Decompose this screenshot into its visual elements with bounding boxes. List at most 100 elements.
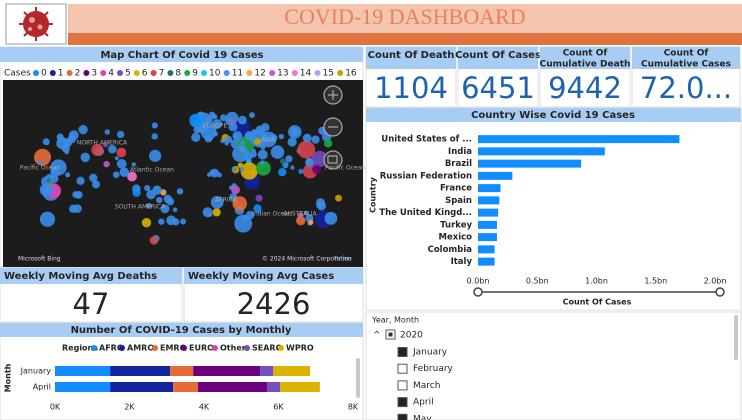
range-slider[interactable]	[473, 287, 725, 297]
y-tick-label: Italy	[451, 257, 473, 267]
title-bar	[68, 4, 742, 33]
map-bubble	[298, 168, 304, 175]
map-bubble	[39, 183, 53, 197]
map-bubble	[232, 134, 237, 139]
legend-swatch	[244, 345, 250, 351]
legend-label: 11	[232, 69, 243, 79]
map-bubble	[119, 167, 130, 177]
legend-swatch	[83, 70, 90, 76]
map-bubble	[210, 195, 224, 209]
map-bubble	[255, 125, 265, 135]
legend-swatch	[66, 70, 73, 76]
map-bubble	[212, 123, 219, 130]
bar	[478, 147, 605, 156]
map-legend-title: Cases	[4, 69, 31, 79]
item-checkbox[interactable]	[397, 413, 408, 420]
year-partial	[388, 332, 393, 337]
country-header	[366, 108, 741, 122]
weekly-cards: Weekly Moving Avg Deaths 47 Weekly Moving …	[0, 267, 364, 323]
card-label-line: Count Of	[664, 48, 709, 58]
legend-swatch	[223, 70, 230, 76]
y-tick-label: Russian Federation	[380, 171, 472, 181]
map-terms[interactable]: Terms	[333, 256, 352, 263]
card-label-line: Cumulative Death	[540, 59, 631, 69]
x-tick-label: 1.0bn	[585, 277, 608, 286]
item-checkbox[interactable]	[397, 380, 408, 391]
legend-label: 4	[108, 69, 114, 79]
map-bubble	[73, 204, 82, 213]
bar	[478, 171, 513, 180]
map-bubble	[108, 144, 117, 154]
bar	[478, 245, 495, 254]
legend-swatch	[49, 70, 56, 76]
y-tick-label: January	[20, 367, 52, 376]
bar-segment	[266, 382, 280, 392]
map-bubble	[238, 115, 247, 125]
scrollbar[interactable]	[356, 358, 360, 398]
map-bubble	[103, 142, 109, 148]
item-checkbox[interactable]	[397, 347, 408, 357]
map-bubble	[305, 158, 314, 167]
item-checkbox[interactable]	[397, 397, 408, 408]
legend-swatch	[278, 345, 284, 351]
bar	[478, 159, 582, 168]
y-tick-label: Mexico	[439, 233, 473, 243]
map-bubble	[240, 162, 258, 180]
map-label: AFRICA	[215, 197, 238, 204]
map-bubble	[240, 140, 246, 146]
map-bubble	[231, 166, 237, 172]
map-bubble	[191, 132, 201, 142]
bar-segment	[273, 366, 311, 376]
legend-label: WPRO	[286, 344, 314, 353]
map-title: Map Chart Of Covid 19 Cases	[100, 50, 263, 61]
slicer-item[interactable]: March	[413, 381, 440, 391]
map-bubble	[311, 135, 320, 144]
legend-label: 3	[91, 69, 97, 79]
slicer-item[interactable]: April	[413, 398, 434, 408]
slicer-item[interactable]: January	[412, 348, 448, 358]
map-bubble	[80, 152, 90, 163]
legend-label: 15	[323, 69, 334, 79]
collapse-icon[interactable]: ^	[373, 331, 381, 341]
map-bubble	[78, 124, 88, 135]
bar-segment	[110, 366, 171, 376]
legend-swatch	[181, 345, 187, 351]
map-bubble	[91, 143, 104, 156]
map-bubble	[231, 185, 240, 195]
card-header	[632, 47, 740, 69]
legend-swatch	[33, 70, 39, 76]
map-label: AUSTRALIA	[283, 211, 317, 218]
map-bubble	[212, 208, 221, 217]
map-bubble	[228, 122, 238, 132]
slicer-item[interactable]: February	[413, 364, 454, 374]
map-bubble	[279, 158, 286, 165]
map-brand: Microsoft Bing	[18, 256, 61, 263]
map-bubble	[156, 196, 163, 204]
slicer-scrollbar[interactable]	[734, 315, 738, 360]
slicer-year[interactable]: 2020	[400, 331, 423, 341]
map-bubble	[144, 185, 151, 192]
slicer-item[interactable]: May	[413, 414, 432, 420]
map-bubble	[253, 204, 262, 213]
map-bubble	[270, 145, 285, 159]
map-bubble	[166, 197, 175, 206]
map-bubble	[56, 133, 64, 141]
map-bubble	[278, 133, 284, 140]
y-tick-label: The United Kingd...	[379, 208, 472, 218]
card-header	[184, 268, 363, 284]
x-tick-label: 4K	[199, 403, 210, 412]
slicer-title: Year, Month	[371, 316, 419, 325]
map-bubble	[37, 160, 43, 165]
legend-swatch	[291, 70, 298, 76]
y-tick-label: Brazil	[445, 159, 472, 169]
map-label: Indian Ocean	[252, 211, 292, 218]
legend-swatch	[152, 345, 158, 351]
legend-swatch	[133, 70, 140, 76]
y-tick-label: April	[33, 383, 51, 392]
legend-label: AFRO	[99, 344, 124, 353]
map-bubble	[249, 150, 257, 158]
item-checkbox[interactable]	[397, 363, 408, 374]
legend-label: 14	[300, 69, 312, 79]
map-bubble	[132, 188, 141, 197]
map-bubble	[180, 218, 187, 225]
